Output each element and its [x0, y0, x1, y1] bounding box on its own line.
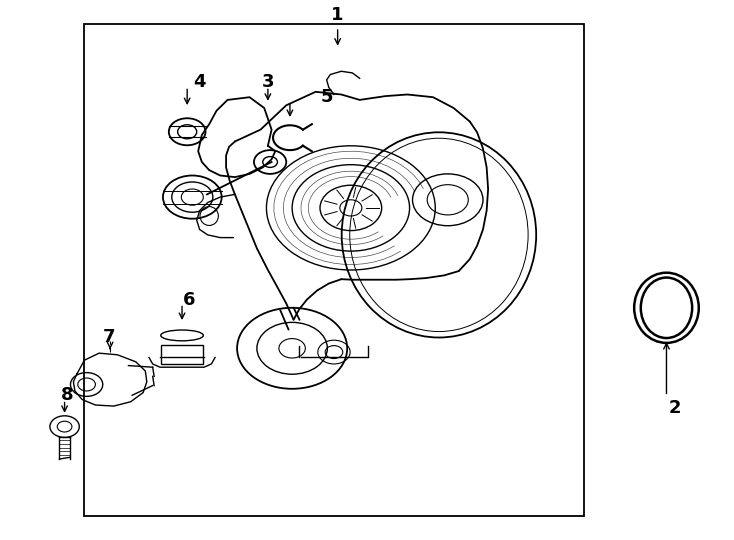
Text: 1: 1: [331, 6, 344, 24]
Bar: [84, 24, 584, 516]
Text: 2: 2: [669, 399, 682, 417]
Text: 8: 8: [61, 386, 74, 404]
Bar: [161, 345, 203, 364]
Text: 6: 6: [183, 291, 196, 309]
Text: 3: 3: [261, 73, 275, 91]
Text: 7: 7: [102, 328, 115, 347]
Text: 4: 4: [193, 73, 206, 91]
Text: 5: 5: [320, 88, 333, 106]
